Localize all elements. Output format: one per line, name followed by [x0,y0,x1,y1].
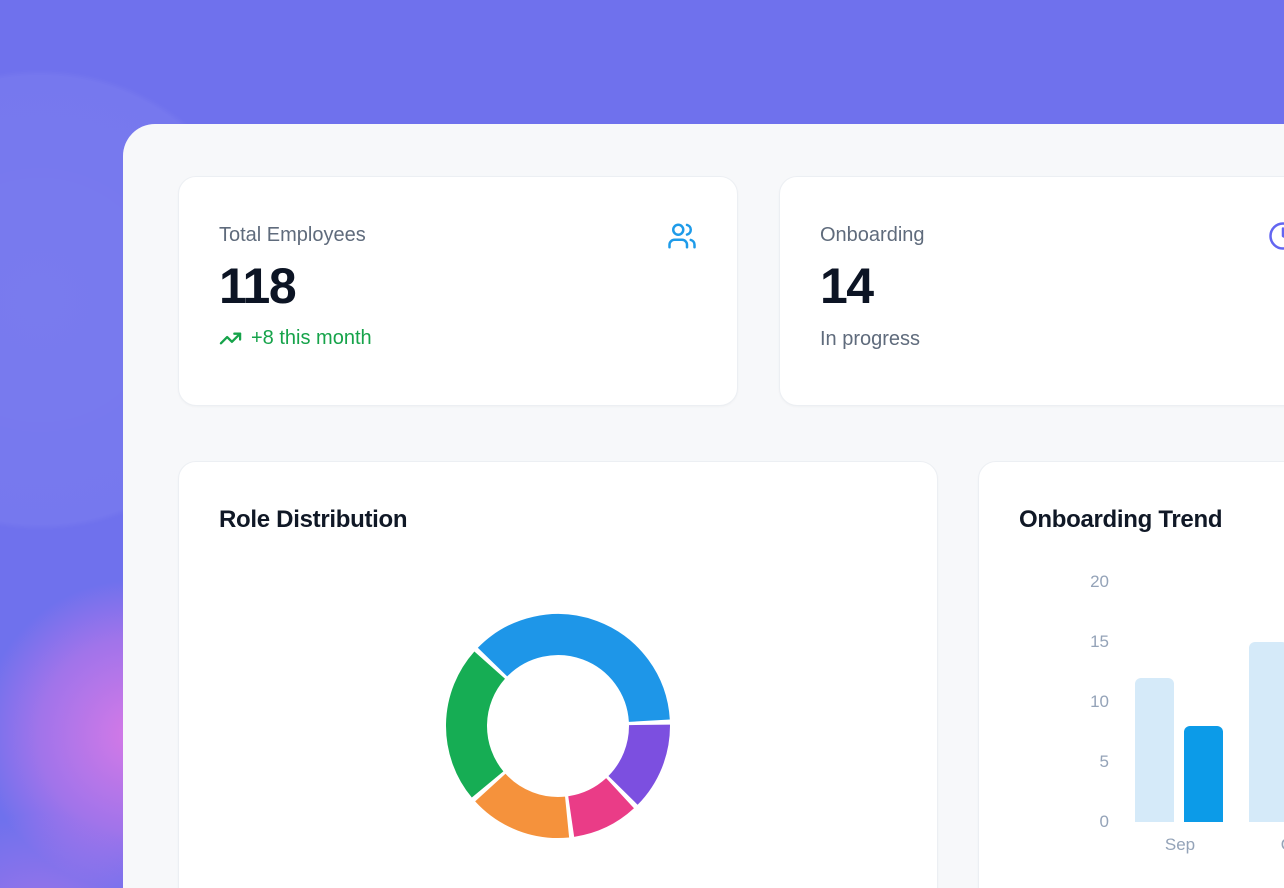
onboarding-value: 14 [820,258,874,314]
onboarding-trend-title: Onboarding Trend [1019,506,1223,533]
x-axis-category-label: Oct [1249,834,1284,856]
role-distribution-card: Role Distribution [178,461,938,888]
y-axis-tick-label: 15 [1090,632,1109,651]
total-employees-value: 118 [219,258,297,314]
total-employees-card: Total Employees 118 +8 this month [178,176,738,406]
total-employees-delta: +8 this month [219,327,697,350]
users-icon [667,221,697,251]
donut-segment-orange [475,773,570,838]
donut-segment-purple [607,724,670,805]
y-axis-tick-label: 5 [1099,752,1109,771]
donut-segment-green [446,651,506,798]
onboarding-card: Onboarding 14 In progress [779,176,1284,406]
onboarding-label: Onboarding [820,224,925,246]
trend-bar-sep-dark-blue [1184,726,1223,822]
clock-icon [1268,221,1284,251]
x-axis-category-label: Sep [1164,835,1196,854]
role-distribution-title: Role Distribution [219,506,408,533]
trend-bar-oct-light-blue [1249,642,1284,822]
dashboard-panel: Total Employees 118 +8 this month Onboar… [123,124,1284,888]
y-axis-tick-label: 10 [1090,692,1109,711]
role-distribution-donut-chart [446,614,670,838]
y-axis-tick-label: 0 [1099,812,1109,831]
trend-bar-sep-light-blue [1135,678,1174,822]
total-employees-delta-text: +8 this month [251,327,372,349]
onboarding-trend-card: Onboarding Trend 20 15 10 5 0 Sep Oct [978,461,1284,888]
y-axis-tick-label: 20 [1090,572,1109,591]
onboarding-status-text: In progress [820,328,921,350]
donut-segment-blue [477,614,670,723]
trending-up-icon [219,327,242,350]
total-employees-label: Total Employees [219,224,366,246]
onboarding-trend-bar-chart: 20 15 10 5 0 Sep Oct [979,462,1284,888]
donut-segment-pink [567,777,634,837]
